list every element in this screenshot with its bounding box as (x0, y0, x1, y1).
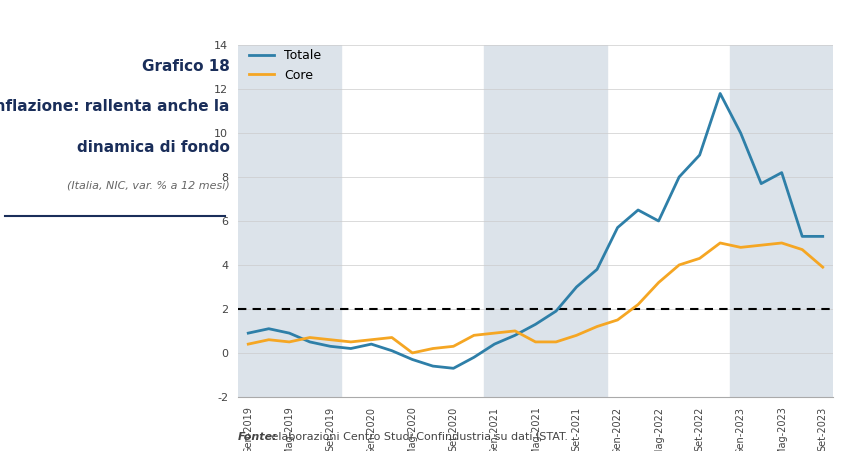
Text: (Italia, NIC, var. % a 12 mesi): (Italia, NIC, var. % a 12 mesi) (67, 180, 230, 190)
Text: elaborazioni Centro Studi Confindustria su dati ISTAT.: elaborazioni Centro Studi Confindustria … (268, 432, 568, 442)
Text: Fonte:: Fonte: (238, 432, 278, 442)
Text: Grafico 18: Grafico 18 (142, 59, 230, 74)
Bar (730, 45, 833, 397)
Text: Inflazione: rallenta anche la: Inflazione: rallenta anche la (0, 99, 230, 114)
Legend: Totale, Core: Totale, Core (244, 44, 326, 87)
Text: dinamica di fondo: dinamica di fondo (76, 140, 230, 155)
Bar (238, 45, 341, 397)
Bar (484, 45, 607, 397)
